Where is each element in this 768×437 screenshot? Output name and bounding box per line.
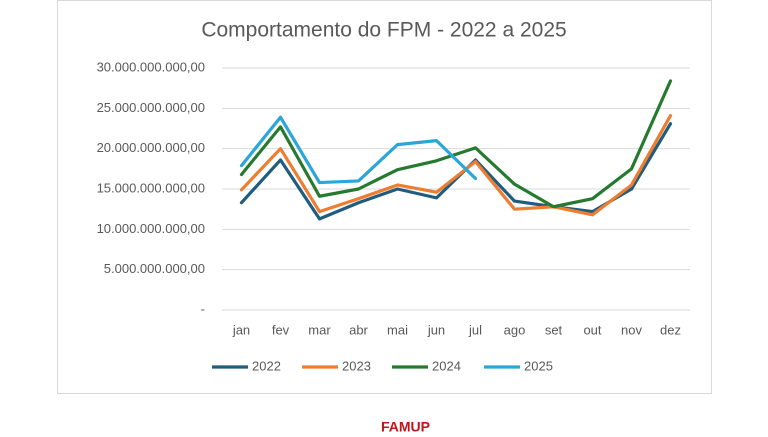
- legend-label: 2022: [252, 358, 281, 373]
- x-tick-label: set: [545, 322, 563, 337]
- x-tick-label: mar: [308, 322, 331, 337]
- series-line: [239, 115, 478, 185]
- chart-frame: [57, 0, 712, 394]
- x-tick-label: fev: [272, 322, 290, 337]
- x-tick-label: jul: [468, 322, 482, 337]
- x-tick-label: jun: [427, 322, 445, 337]
- y-tick-label: 20.000.000.000,00: [97, 140, 205, 155]
- legend-label: 2025: [524, 358, 553, 373]
- logo: FAMUP: [381, 419, 430, 432]
- series-line: [239, 113, 673, 217]
- y-tick-label: 30.000.000.000,00: [97, 59, 205, 74]
- x-tick-label: mai: [387, 322, 408, 337]
- x-tick-label: out: [583, 322, 601, 337]
- chart-title: Comportamento do FPM - 2022 a 2025: [201, 19, 566, 42]
- y-tick-label: -: [201, 301, 205, 316]
- y-tick-label: 5.000.000.000,00: [104, 261, 205, 276]
- x-tick-label: dez: [660, 322, 681, 337]
- x-tick-label: abr: [349, 322, 368, 337]
- legend-label: 2023: [342, 358, 371, 373]
- y-tick-label: 10.000.000.000,00: [97, 221, 205, 236]
- x-tick-label: ago: [504, 322, 526, 337]
- x-tick-label: jan: [232, 322, 250, 337]
- series-line: [239, 79, 673, 209]
- y-tick-label: 25.000.000.000,00: [97, 100, 205, 115]
- x-tick-label: nov: [621, 322, 642, 337]
- y-tick-label: 15.000.000.000,00: [97, 180, 205, 195]
- legend-label: 2024: [432, 358, 461, 373]
